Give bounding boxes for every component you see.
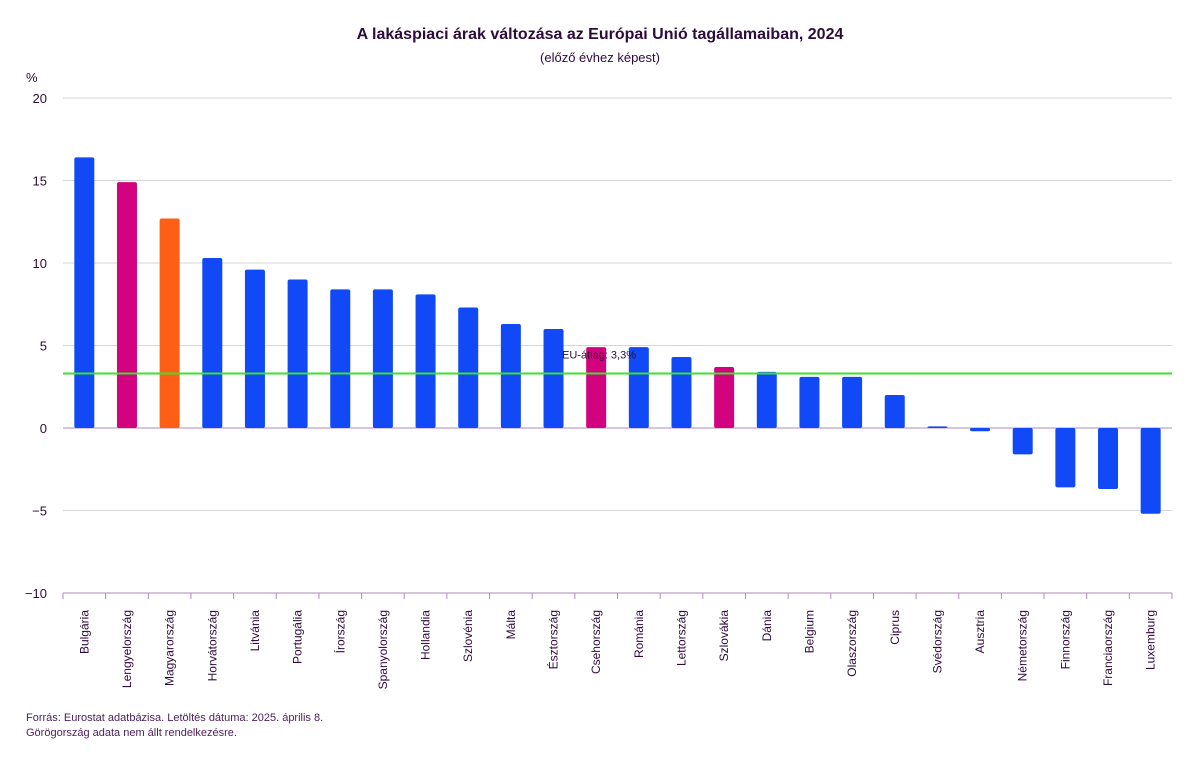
bar-hollandia (415, 294, 436, 428)
x-tick-label: Szlovénia (461, 610, 475, 662)
bar-svédország (927, 426, 948, 428)
y-axis-label: % (26, 70, 38, 85)
bar-litvánia (244, 269, 265, 428)
x-tick-label: Svédország (930, 610, 944, 673)
x-tick-label: Németország (1016, 610, 1030, 681)
y-tick-label: 15 (33, 174, 47, 189)
y-tick-label: 0 (40, 421, 47, 436)
bar-horvátország (202, 258, 223, 428)
bar-románia (628, 347, 649, 428)
y-tick-label: −10 (25, 586, 47, 601)
bar-szlovénia (458, 307, 479, 428)
bar-belgium (799, 376, 820, 428)
y-tick-label: −5 (32, 504, 47, 519)
bar-írország (330, 289, 351, 428)
bar-spanyolország (372, 289, 393, 428)
bar-szlovákia (714, 366, 735, 428)
x-tick-label: Franciaország (1101, 610, 1115, 686)
x-tick-label: Olaszország (845, 610, 859, 677)
footnotes: Forrás: Eurostat adatbázisa. Letöltés dá… (26, 711, 323, 741)
bar-ciprus (884, 395, 905, 428)
bar-luxemburg (1140, 428, 1161, 514)
x-tick-label: Spanyolország (376, 610, 390, 689)
bar-németország (1012, 428, 1033, 455)
x-tick-label: Málta (504, 610, 518, 640)
x-tick-label: Lettország (674, 610, 688, 666)
x-tick-label: Csehország (589, 610, 603, 674)
x-tick-label: Luxemburg (1144, 610, 1158, 670)
bar-ausztria (970, 428, 991, 432)
missing-data-note: Görögország adata nem állt rendelkezésre… (26, 727, 237, 739)
chart-title: A lakáspiaci árak változása az Európai U… (356, 26, 844, 43)
eu-average-label: EU-átlag: 3,3% (562, 350, 636, 362)
x-tick-label: Ciprus (888, 610, 902, 645)
bar-lengyelország (116, 182, 137, 428)
x-tick-label: Észtország (546, 610, 561, 669)
x-tick-label: Belgium (802, 610, 816, 653)
x-tick-label: Ausztria (973, 610, 987, 654)
source-note: Forrás: Eurostat adatbázisa. Letöltés dá… (26, 712, 324, 724)
bar-málta (500, 324, 521, 428)
bar-franciaország (1098, 428, 1119, 490)
bar-finnország (1055, 428, 1076, 488)
bar-magyarország (159, 218, 180, 428)
bar-dánia (756, 371, 777, 428)
x-tick-label: Finnország (1058, 610, 1072, 669)
bar-bulgária (74, 157, 95, 428)
x-tick-label: Horvátország (205, 610, 219, 681)
bar-portugália (287, 279, 308, 428)
x-tick-label: Szlovákia (717, 610, 731, 662)
bar-lettország (671, 357, 692, 428)
x-tick-label: Magyarország (163, 610, 177, 686)
y-tick-label: 5 (40, 339, 47, 354)
x-tick-label: Románia (632, 610, 646, 658)
x-tick-label: Portugália (291, 610, 305, 664)
x-tick-label: Írország (332, 610, 347, 653)
x-tick-label: Dánia (760, 610, 774, 642)
y-tick-label: 20 (33, 91, 47, 106)
x-tick-label: Litvánia (248, 610, 262, 652)
bar-csehország (586, 347, 607, 428)
x-tick-label: Lengyelország (120, 610, 134, 688)
x-tick-label: Hollandia (419, 610, 433, 660)
y-tick-label: 10 (33, 256, 47, 271)
bar-észtország (543, 329, 564, 428)
x-tick-label: Bulgária (77, 610, 91, 654)
chart-subtitle: (előző évhez képest) (540, 50, 660, 65)
bar-olaszország (842, 376, 863, 428)
